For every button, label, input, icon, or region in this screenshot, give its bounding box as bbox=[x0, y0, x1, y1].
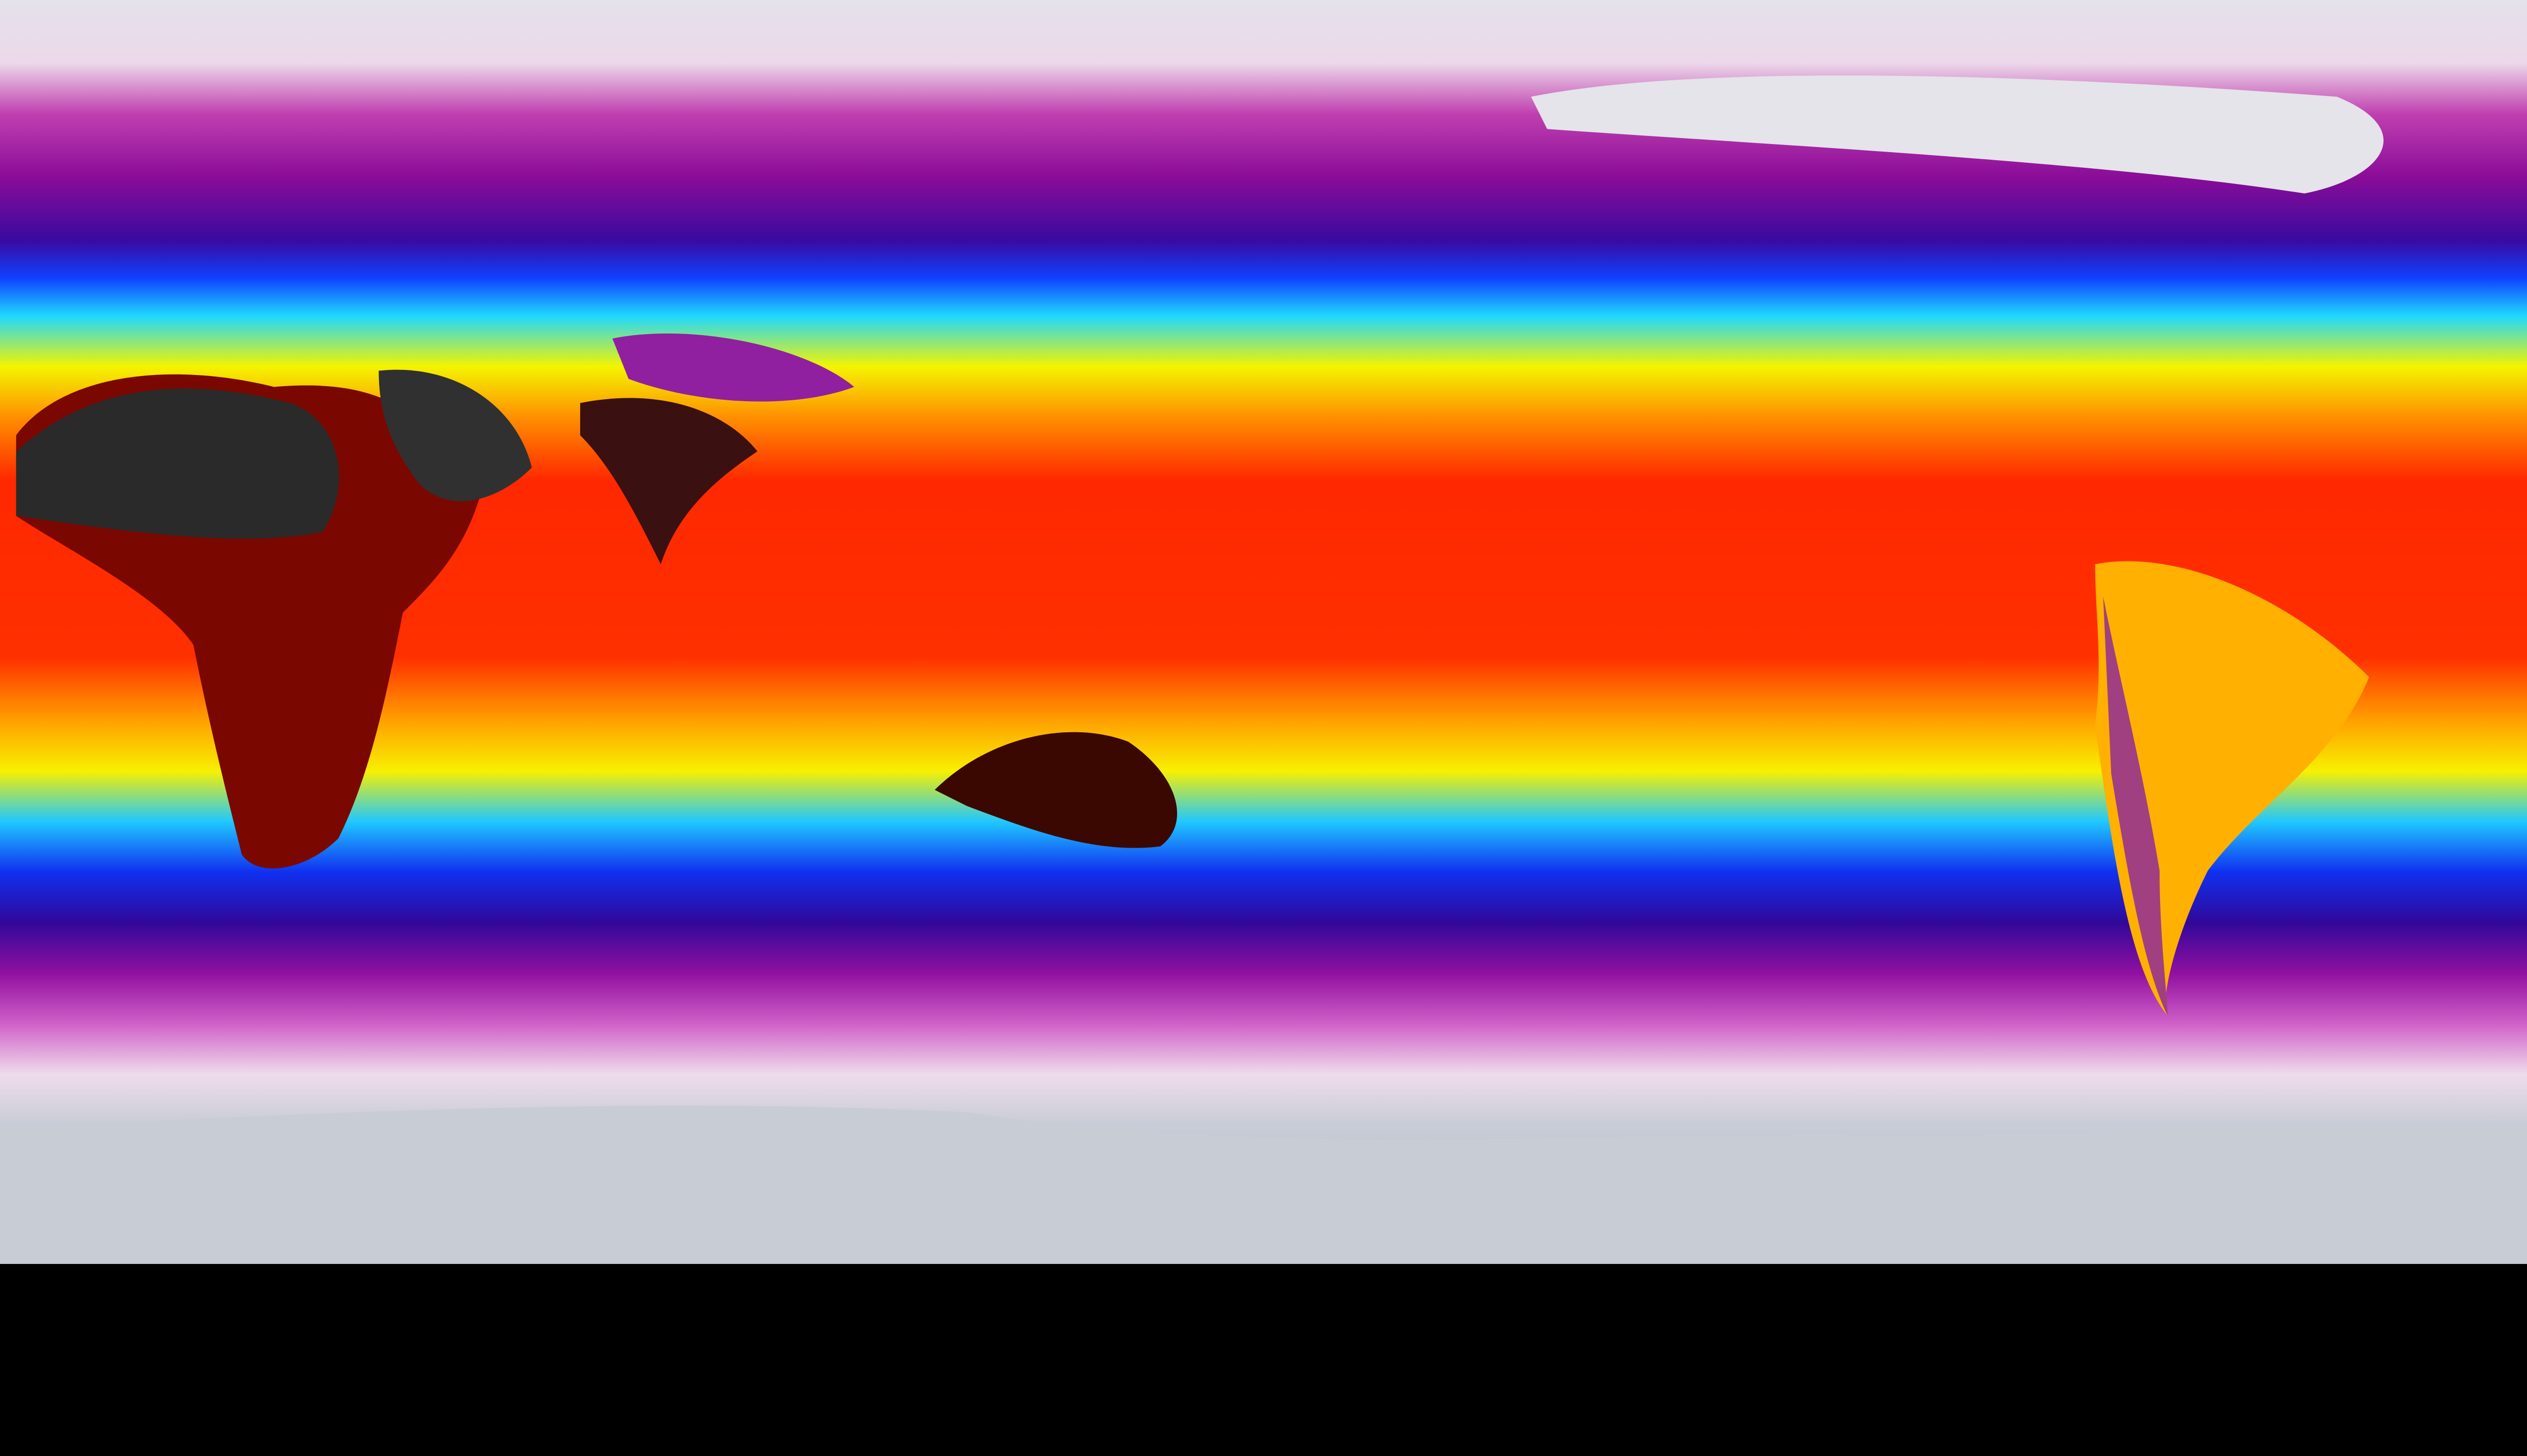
sahara bbox=[16, 388, 339, 539]
continents bbox=[0, 75, 2527, 1264]
south-america bbox=[2095, 561, 2369, 1016]
tibet bbox=[612, 333, 855, 402]
arabia bbox=[379, 369, 532, 501]
andes bbox=[2103, 596, 2168, 1016]
australia bbox=[934, 732, 1178, 848]
iran-india bbox=[580, 398, 758, 565]
temperature-map bbox=[0, 0, 2527, 1264]
antarctica bbox=[0, 1105, 2527, 1264]
greenland bbox=[1531, 75, 2384, 194]
